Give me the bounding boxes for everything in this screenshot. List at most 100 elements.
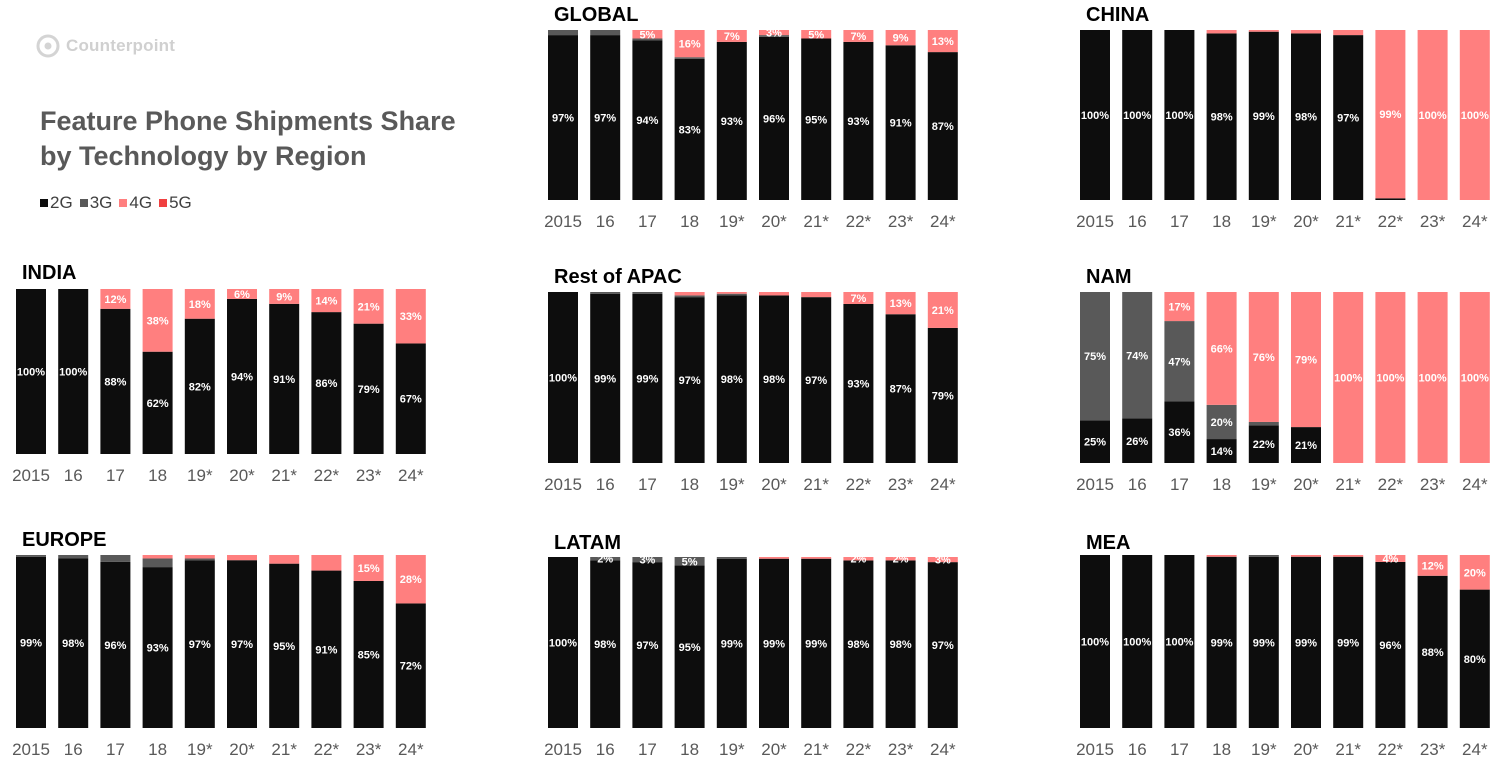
bar-india-2g-24 <box>395 343 426 454</box>
data-label-nam-4g-20: 79% <box>1295 355 1317 367</box>
data-label-latam-2g-20: 99% <box>763 638 785 650</box>
data-label-global-4g-24: 13% <box>932 36 954 48</box>
data-label-rest-of-apac-2g-22: 93% <box>847 378 869 390</box>
panel-latam: LATAM 100% 2015 98% 2% 16 97% 3% 17 95% 5% 18 99% 19… <box>544 528 968 766</box>
data-label-europe-2g-17: 96% <box>104 640 126 652</box>
data-label-china-2g-2015: 100% <box>1081 110 1109 122</box>
tick-label-latam-18: 18 <box>680 740 699 759</box>
bar-latam-2g-21 <box>801 558 832 728</box>
tick-label-europe-23: 23* <box>356 740 382 759</box>
bar-global-2g-19 <box>716 41 747 201</box>
tick-label-mea-21: 21* <box>1335 740 1361 759</box>
data-label-latam-2g-22: 98% <box>847 639 869 651</box>
data-label-china-2g-16: 100% <box>1123 110 1151 122</box>
bar-india-4g-18 <box>142 289 173 352</box>
bar-europe-2g-17 <box>100 561 131 728</box>
bar-global-2g-23 <box>885 45 916 200</box>
bar-europe-4g-23 <box>353 555 384 581</box>
bar-india-2g-21 <box>269 303 300 454</box>
chart-nam: 25% 75% 2015 26% 74% 16 36% 47% 17% 17 14% 20% 66% 18… <box>1076 292 1490 494</box>
bar-mea-2g-22 <box>1375 561 1406 728</box>
bar-mea-2g-21 <box>1333 556 1364 728</box>
bar-nam-2g-2015 <box>1080 420 1110 463</box>
bar-china-2g-17 <box>1164 30 1195 200</box>
chart-india: 100% 2015 100% 16 88% 12% 17 62% 38% 18 82% 18% 19* 9… <box>12 289 426 485</box>
bar-nam-3g-2015 <box>1080 292 1110 421</box>
bar-china-4g-22 <box>1375 30 1406 199</box>
chart-europe: 99% 2015 98% 16 96% 17 93% 18 97% 19* 97% 20* 95% 21*… <box>12 555 426 759</box>
tick-label-nam-23: 23* <box>1420 475 1446 494</box>
panel-title-mea: MEA <box>1086 532 1131 554</box>
bar-rest-of-apac-4g-20 <box>759 292 789 296</box>
data-label-mea-4g-23: 12% <box>1422 560 1444 572</box>
bar-india-2g-17 <box>100 308 131 454</box>
tick-label-rest-of-apac-23: 23* <box>888 475 914 494</box>
bar-europe-4g-20 <box>227 555 257 561</box>
bar-global-3g-2015 <box>548 30 578 36</box>
panel-india: INDIA 100% 2015 100% 16 88% 12% 17 62% 38% 18 82% 1… <box>12 258 436 498</box>
data-label-rest-of-apac-2g-23: 87% <box>890 384 912 396</box>
data-label-nam-4g-18: 66% <box>1211 343 1233 355</box>
tick-label-latam-23: 23* <box>888 740 914 759</box>
tick-label-china-23: 23* <box>1420 212 1446 231</box>
bar-europe-2g-16 <box>58 558 89 728</box>
bar-rest-of-apac-2g-19 <box>716 295 747 463</box>
bar-latam-2g-24 <box>927 562 958 728</box>
bar-india-2g-18 <box>142 351 173 454</box>
tick-label-latam-21: 21* <box>803 740 829 759</box>
data-label-rest-of-apac-4g-24: 21% <box>932 305 954 317</box>
legend-label-5g: 5G <box>169 193 192 212</box>
bar-nam-2g-17 <box>1164 401 1195 463</box>
bar-india-2g-2015 <box>16 289 46 454</box>
bar-rest-of-apac-2g-18 <box>674 297 705 463</box>
data-label-china-2g-20: 98% <box>1295 112 1317 124</box>
bar-nam-2g-19 <box>1248 425 1279 463</box>
data-label-rest-of-apac-4g-22: 7% <box>850 293 866 305</box>
tick-label-global-23: 23* <box>888 212 914 231</box>
data-label-india-4g-24: 33% <box>400 311 422 323</box>
tick-label-rest-of-apac-16: 16 <box>596 475 615 494</box>
data-label-latam-2g-23: 98% <box>890 639 912 651</box>
data-label-nam-2g-20: 21% <box>1295 440 1317 452</box>
bar-china-2g-18 <box>1206 33 1237 201</box>
data-label-europe-2g-21: 95% <box>273 641 295 653</box>
tick-label-latam-20: 20* <box>761 740 787 759</box>
bar-china-2g-2015 <box>1080 30 1110 200</box>
data-label-nam-4g-22: 100% <box>1376 373 1404 385</box>
tick-label-nam-24: 24* <box>1462 475 1488 494</box>
tick-label-mea-2015: 2015 <box>1076 740 1114 759</box>
bar-rest-of-apac-4g-18 <box>674 292 705 296</box>
bar-global-4g-20 <box>759 30 789 36</box>
bar-india-4g-19 <box>184 289 215 319</box>
tick-label-global-18: 18 <box>680 212 699 231</box>
bar-global-2g-20 <box>759 36 789 200</box>
tick-label-china-2015: 2015 <box>1076 212 1114 231</box>
tick-label-china-18: 18 <box>1212 212 1231 231</box>
data-label-mea-2g-2015: 100% <box>1081 637 1109 649</box>
bar-mea-4g-22 <box>1375 555 1406 562</box>
tick-label-nam-22: 22* <box>1378 475 1404 494</box>
bar-nam-4g-24 <box>1459 292 1490 463</box>
data-label-latam-4g-22: 2% <box>850 554 866 566</box>
data-label-india-4g-18: 38% <box>147 315 169 327</box>
tick-label-india-22: 22* <box>314 466 340 485</box>
data-label-mea-2g-16: 100% <box>1123 637 1151 649</box>
bar-india-4g-24 <box>395 289 426 344</box>
bar-europe-4g-24 <box>395 555 426 604</box>
data-label-mea-2g-21: 99% <box>1337 637 1359 649</box>
tick-label-rest-of-apac-22: 22* <box>846 475 872 494</box>
bar-rest-of-apac-2g-16 <box>590 293 621 463</box>
tick-label-nam-21: 21* <box>1335 475 1361 494</box>
tick-label-china-24: 24* <box>1462 212 1488 231</box>
data-label-latam-3g-16: 2% <box>597 554 613 566</box>
bar-rest-of-apac-4g-21 <box>801 292 832 298</box>
tick-label-europe-2015: 2015 <box>12 740 50 759</box>
data-label-europe-2g-19: 97% <box>189 639 211 651</box>
bar-latam-3g-19 <box>716 557 747 559</box>
data-label-china-2g-19: 99% <box>1253 111 1275 123</box>
tick-label-nam-2015: 2015 <box>1076 475 1114 494</box>
data-label-india-4g-21: 9% <box>276 291 292 303</box>
bar-latam-2g-16 <box>590 560 621 728</box>
legend-item-5g: 5G <box>159 193 192 213</box>
panel-global: GLOBAL 97% 2015 97% 16 94% 5% 17 83% 16% 18 93% 7% 1… <box>544 0 968 240</box>
